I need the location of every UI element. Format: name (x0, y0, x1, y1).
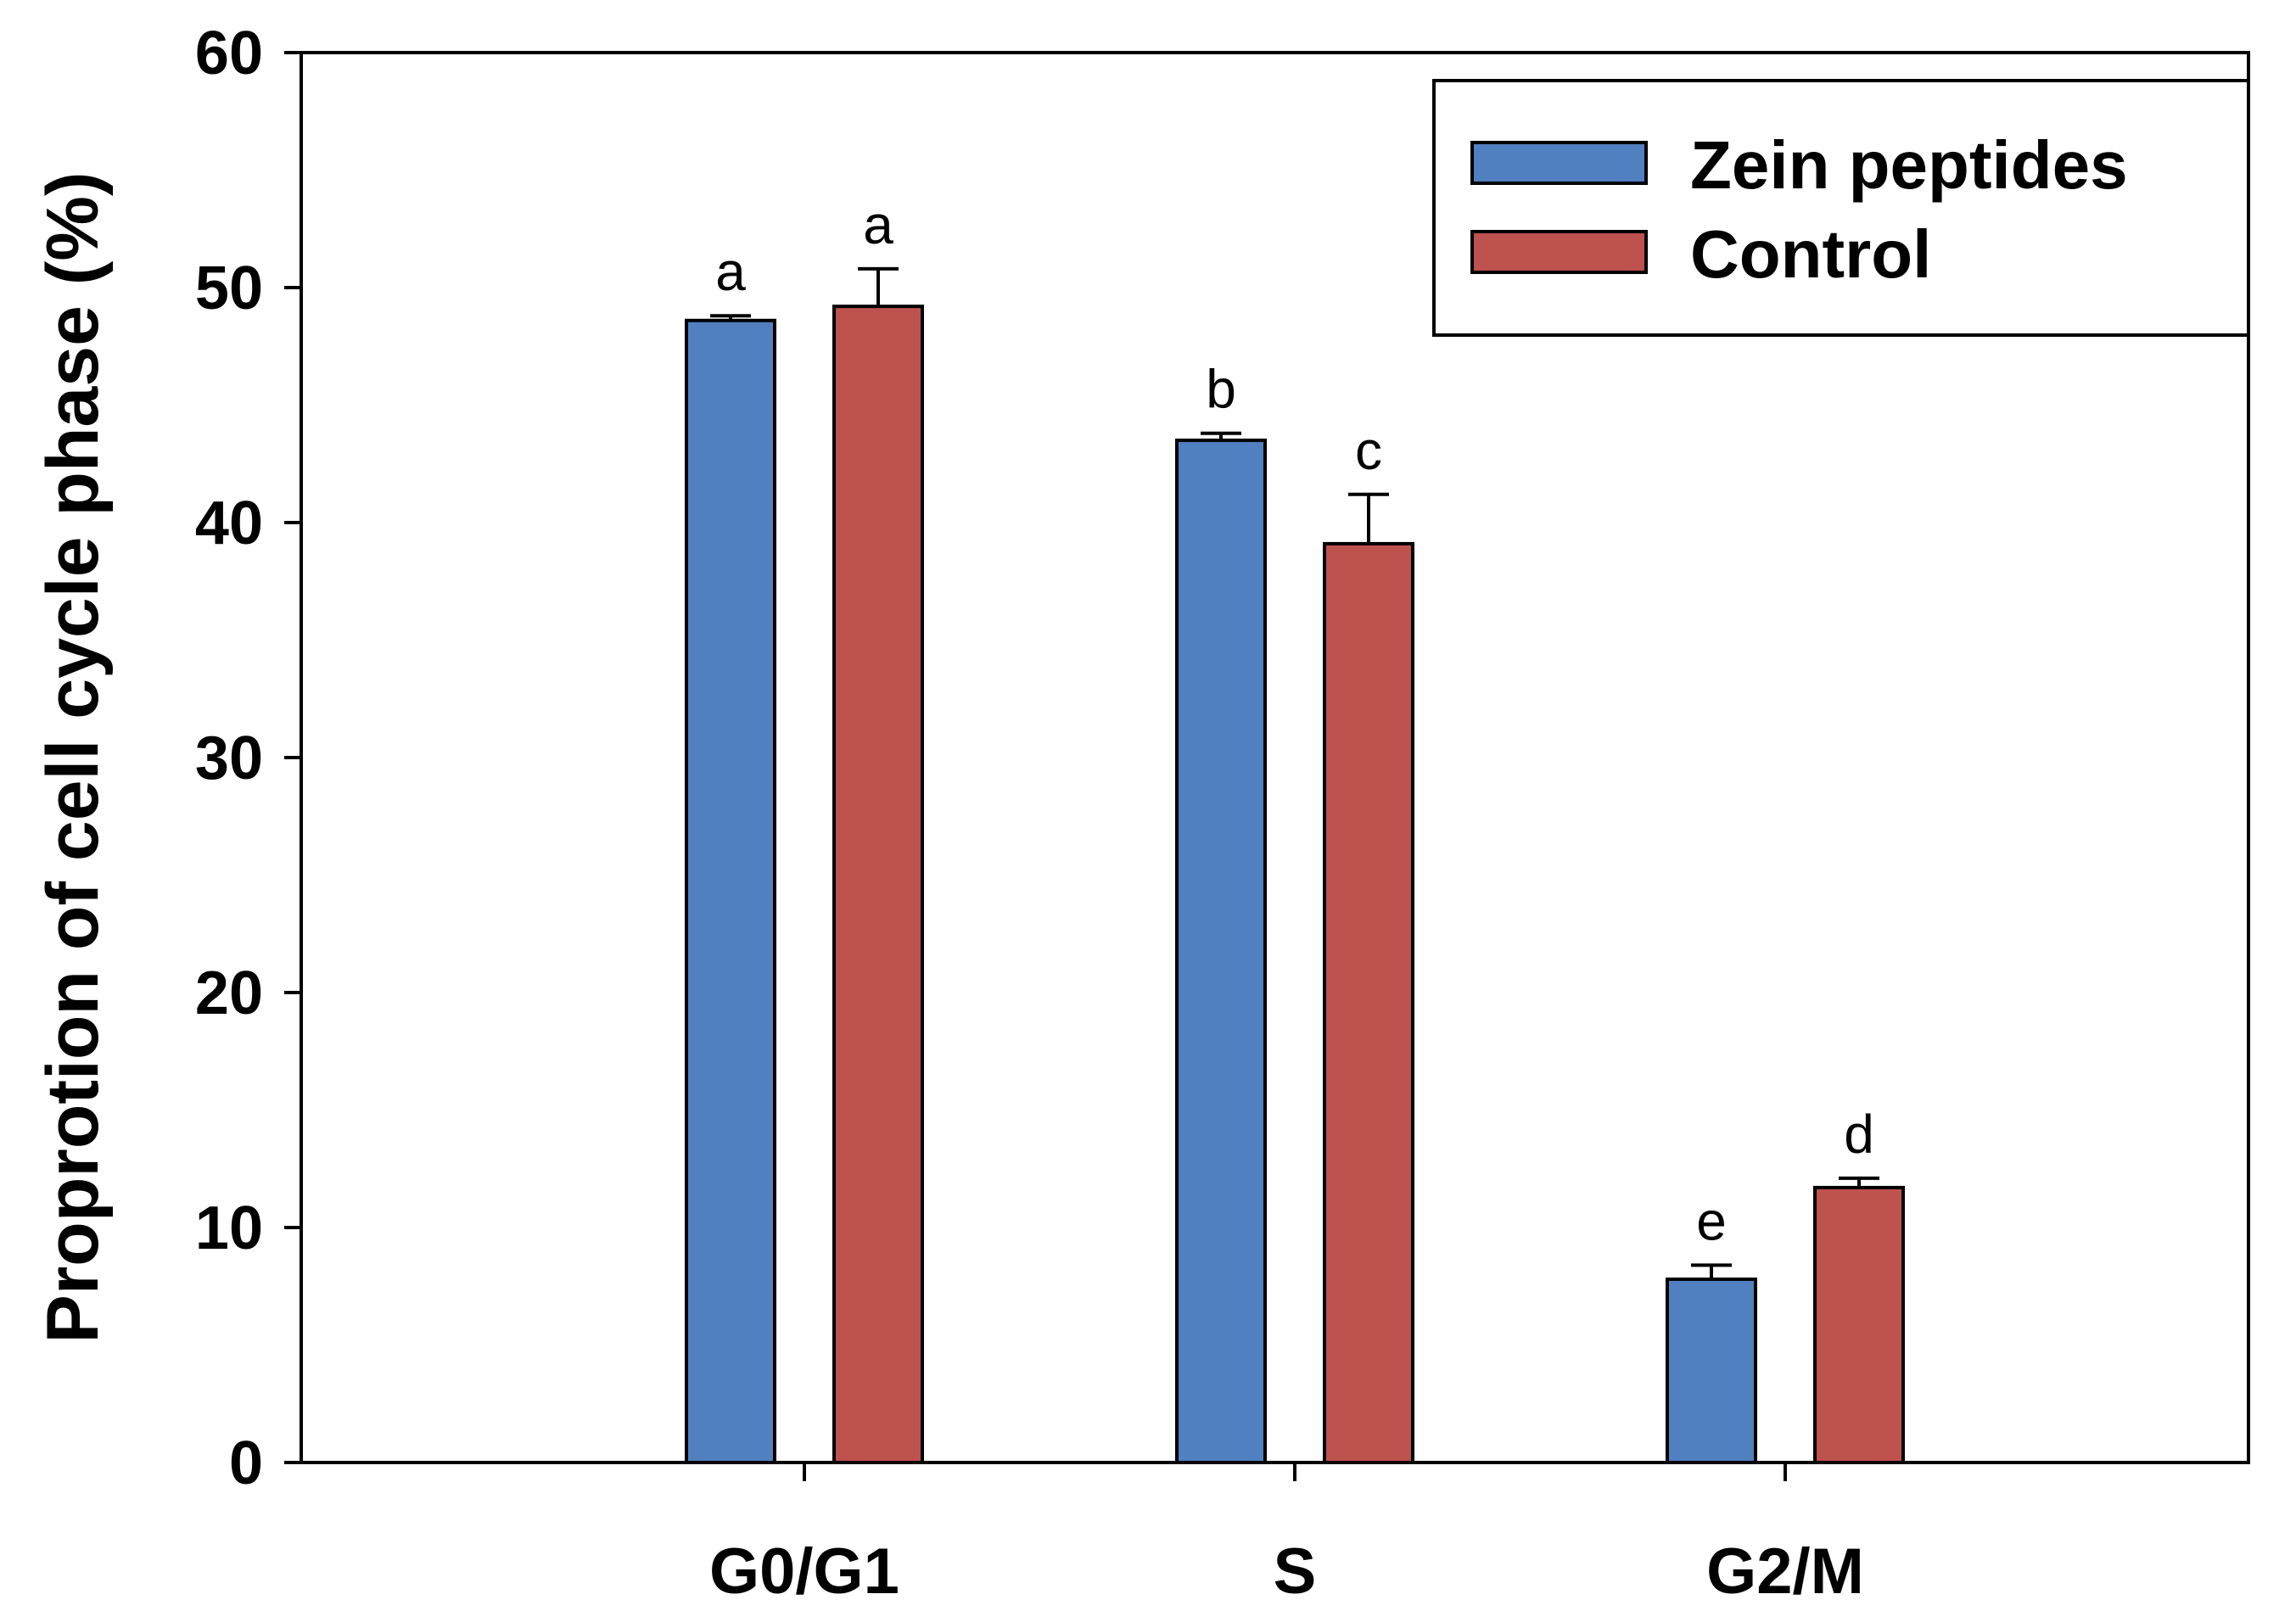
y-tick-label: 0 (229, 1429, 263, 1497)
significance-label: c (1355, 420, 1382, 481)
legend: Zein peptides Control (1432, 79, 2250, 337)
legend-label-zein-peptides: Zein peptides (1690, 127, 2128, 203)
significance-label: b (1206, 359, 1236, 420)
significance-label: e (1696, 1190, 1727, 1251)
bar-control (1323, 541, 1414, 1464)
legend-box (1432, 79, 2250, 337)
bar-zein-peptides (1175, 439, 1267, 1464)
y-tick-label: 60 (195, 20, 263, 87)
bars-group: a b e a c d (685, 194, 1905, 1465)
legend-swatch-zein-peptides (1470, 141, 1648, 185)
y-tick-label: 40 (195, 489, 263, 557)
x-axis: G0/G1 S G2/M (709, 1463, 1864, 1608)
significance-label: a (863, 194, 893, 255)
significance-label: a (715, 241, 746, 302)
bar-zein-peptides (685, 318, 776, 1464)
bar-control (1813, 1185, 1905, 1465)
y-axis: 0 10 20 30 40 50 60 (195, 20, 301, 1497)
y-tick-label: 10 (195, 1194, 263, 1262)
legend-swatch-control (1470, 230, 1648, 274)
x-tick-label: G2/M (1706, 1535, 1864, 1608)
y-tick-label: 30 (195, 724, 263, 792)
legend-label-control: Control (1690, 216, 1931, 292)
bar-zein-peptides (1666, 1277, 1757, 1464)
x-tick-label: S (1274, 1535, 1317, 1608)
y-tick-label: 50 (195, 254, 263, 322)
significance-label: d (1844, 1104, 1874, 1165)
y-tick-label: 20 (195, 959, 263, 1027)
y-axis-title: Proprotion of cell cycle phase (%) (32, 171, 114, 1343)
x-tick-label: G0/G1 (709, 1535, 899, 1608)
bar-control (832, 305, 924, 1464)
